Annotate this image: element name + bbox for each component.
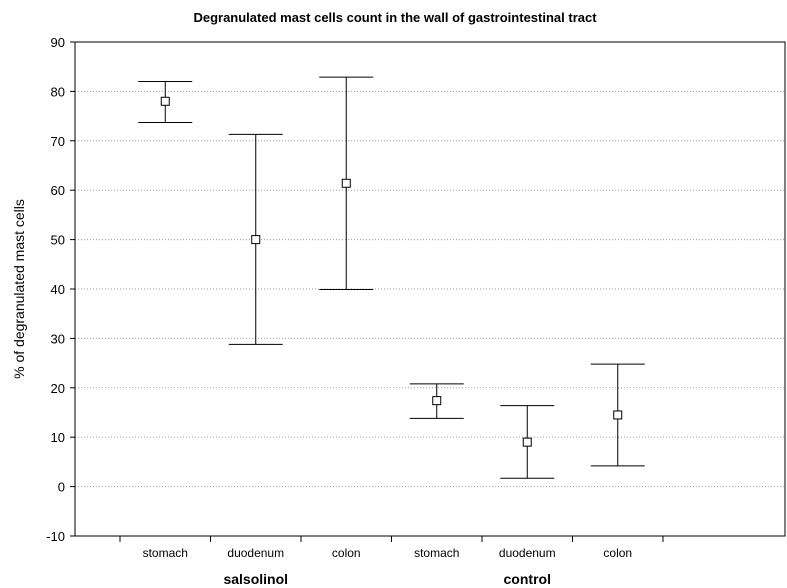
- gridlines: [75, 90, 785, 488]
- y-tick-label: 0: [58, 480, 65, 495]
- y-tick-label: 70: [51, 134, 65, 149]
- y-tick-label: -10: [46, 529, 65, 544]
- mean-marker: [341, 178, 351, 188]
- y-tick-label: 60: [51, 183, 65, 198]
- y-axis-label: % of degranulated mast cells: [11, 199, 27, 379]
- x-tick-label: stomach: [414, 546, 459, 560]
- y-tick-label: 30: [51, 331, 65, 346]
- mean-marker: [522, 437, 532, 447]
- y-axis-ticks: -10 0 10 20 30 40 50 60 70 80 90: [46, 35, 75, 544]
- x-tick-label: colon: [332, 546, 361, 560]
- mean-marker: [613, 410, 623, 420]
- y-tick-label: 50: [51, 233, 65, 248]
- data-marks: [138, 76, 645, 479]
- chart-title: Degranulated mast cells count in the wal…: [193, 10, 597, 25]
- group-label: salsolinol: [223, 571, 288, 587]
- x-tick-label: duodenum: [499, 546, 556, 560]
- group-label: control: [504, 571, 551, 587]
- y-tick-label: 90: [51, 35, 65, 50]
- y-tick-label: 20: [51, 381, 65, 396]
- x-tick-label: colon: [603, 546, 632, 560]
- x-axis-ticks: stomach duodenum colon stomach duodenum colon…: [119, 536, 664, 587]
- x-tick-label: duodenum: [227, 546, 284, 560]
- x-tick-label: stomach: [143, 546, 188, 560]
- y-tick-label: 40: [51, 282, 65, 297]
- mean-marker: [432, 396, 442, 406]
- mean-marker: [160, 96, 170, 106]
- mean-marker: [251, 235, 261, 245]
- y-tick-label: 80: [51, 84, 65, 99]
- y-tick-label: 10: [51, 430, 65, 445]
